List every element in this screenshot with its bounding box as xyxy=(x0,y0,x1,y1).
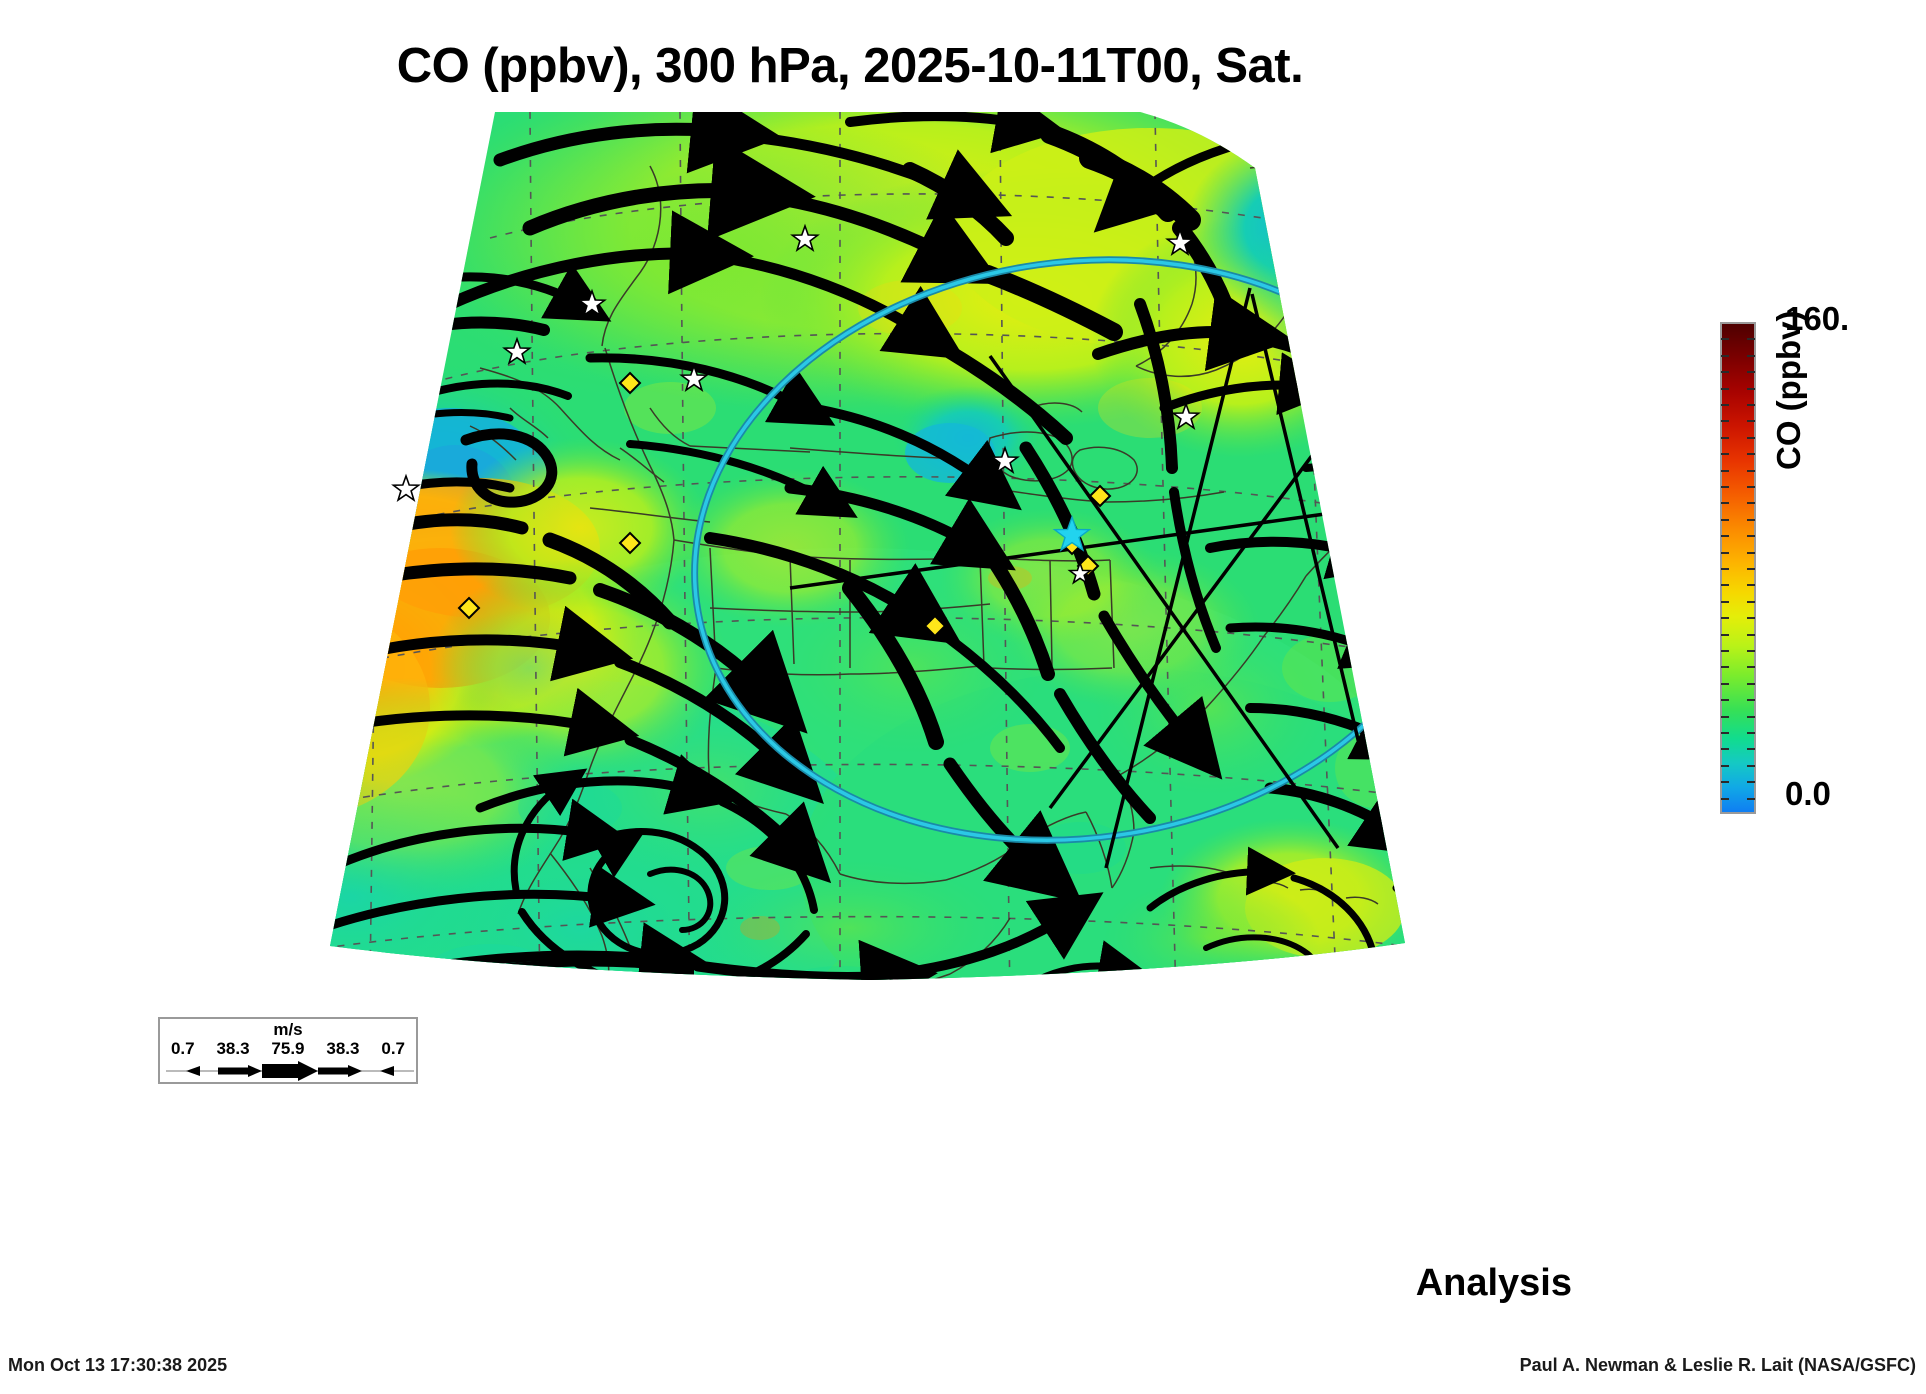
cyan-star-marker xyxy=(1052,514,1092,552)
map-panel xyxy=(150,108,1570,1008)
wind-key-arrows xyxy=(166,1061,414,1081)
map-markers xyxy=(391,223,1201,638)
white-star-marker xyxy=(391,223,1201,585)
author-credit: Paul A. Newman & Leslie R. Lait (NASA/GS… xyxy=(1519,1355,1916,1375)
co-field xyxy=(330,112,1405,980)
colorbar-ticks xyxy=(1720,322,1756,814)
colorbar-axis-label: CO (ppbv) xyxy=(1770,310,1807,470)
wind-key-unit: m/s xyxy=(273,1020,303,1039)
colorbar-min-label: 0.0 xyxy=(1785,775,1831,812)
flight-track xyxy=(691,256,1405,869)
wind-key-value: 75.9 xyxy=(271,1039,305,1058)
colorbar-max-label: 160. xyxy=(1785,300,1850,337)
analysis-label: Analysis xyxy=(1415,1262,1572,1304)
wind-key-value: 38.3 xyxy=(216,1039,250,1058)
map-svg xyxy=(330,112,1405,980)
wind-key-values: 0.7 38.3 75.9 38.3 0.7 xyxy=(160,1039,416,1059)
wind-key-value: 0.7 xyxy=(170,1039,195,1058)
colorbar xyxy=(1720,322,1756,814)
page-title: CO (ppbv), 300 hPa, 2025-10-11T00, Sat. xyxy=(396,39,1304,93)
wind-speed-key: m/s 0.7 38.3 75.9 38.3 0.7 xyxy=(158,1017,418,1084)
render-timestamp: Mon Oct 13 17:30:38 2025 xyxy=(8,1355,228,1375)
wind-key-value: 38.3 xyxy=(326,1039,360,1058)
wind-streamlines xyxy=(330,112,1405,980)
wind-key-value: 0.7 xyxy=(381,1039,405,1058)
